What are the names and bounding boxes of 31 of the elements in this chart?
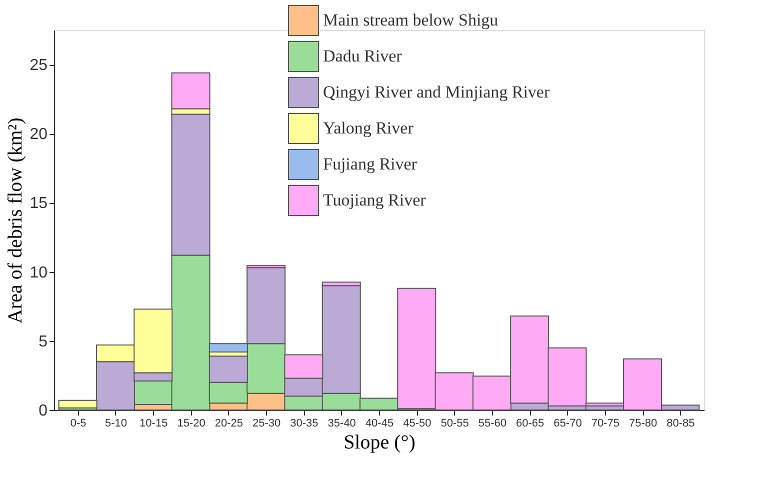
x-tick-label: 30-35 [290, 418, 318, 430]
y-tick-label: 20 [30, 126, 48, 144]
x-tick-label: 5-10 [104, 418, 127, 430]
x-tick-label: 40-45 [365, 418, 394, 430]
x-tick-label: 50-55 [440, 418, 469, 430]
x-tick-label: 75-80 [628, 418, 658, 430]
y-tick-label: 10 [30, 264, 48, 282]
y-tick-label: 15 [30, 195, 48, 212]
y-tick-label: 5 [38, 333, 48, 350]
x-tick-label: 60-65 [516, 418, 544, 430]
x-tick-label: 80-85 [666, 418, 695, 430]
x-tick-label: 20-25 [214, 418, 243, 430]
y-tick-label: 25 [30, 57, 48, 74]
x-axis-title: Slope (°) [344, 432, 416, 454]
legend-label: Qingyi River and Minjiang River [323, 82, 550, 102]
legend-label: Yalong River [323, 118, 414, 138]
x-tick-label: 0-5 [70, 418, 86, 430]
x-tick-label: 25-30 [252, 418, 281, 430]
y-axis-title: Area of debris flow (km²) [4, 118, 27, 324]
x-tick-label: 65-70 [554, 418, 582, 430]
legend-label: Tuojiang River [323, 190, 426, 210]
x-tick-label: 35-40 [328, 418, 356, 430]
x-tick-label: 15-20 [177, 418, 206, 430]
x-tick-label: 45-50 [403, 418, 432, 430]
x-tick-label: 10-15 [140, 418, 168, 430]
legend-label: Main stream below Shigu [323, 10, 499, 30]
y-tick-label: 0 [38, 402, 48, 420]
legend-label: Fujiang River [323, 154, 418, 174]
x-tick-label: 70-75 [591, 418, 620, 430]
x-tick-label: 55-60 [478, 418, 507, 430]
legend-label: Dadu River [323, 46, 402, 66]
